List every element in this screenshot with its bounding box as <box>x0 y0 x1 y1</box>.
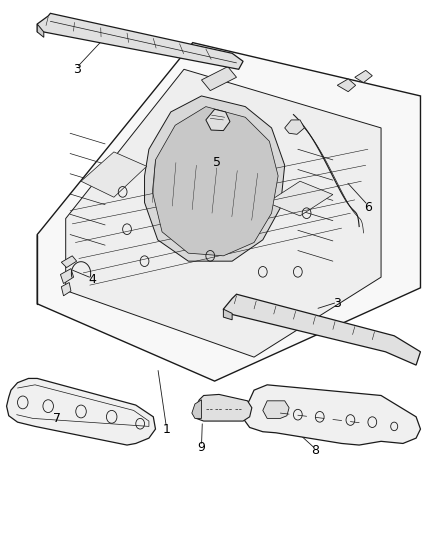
Text: 7: 7 <box>53 412 61 425</box>
Polygon shape <box>37 24 44 37</box>
Polygon shape <box>37 13 243 69</box>
Text: 1: 1 <box>162 423 170 435</box>
Polygon shape <box>37 43 420 381</box>
Polygon shape <box>223 309 232 320</box>
Polygon shape <box>223 294 420 365</box>
Polygon shape <box>201 67 237 91</box>
Polygon shape <box>145 96 285 261</box>
Polygon shape <box>243 385 420 445</box>
Polygon shape <box>7 378 155 445</box>
Polygon shape <box>263 401 289 418</box>
Text: 4: 4 <box>88 273 96 286</box>
Polygon shape <box>60 269 74 284</box>
Polygon shape <box>285 120 304 134</box>
Text: 5: 5 <box>213 156 221 169</box>
Polygon shape <box>81 152 147 197</box>
Polygon shape <box>61 256 77 268</box>
Polygon shape <box>152 107 278 256</box>
Polygon shape <box>193 394 252 421</box>
Polygon shape <box>192 400 201 418</box>
Text: 8: 8 <box>311 444 319 457</box>
Polygon shape <box>66 69 381 357</box>
Polygon shape <box>267 181 333 216</box>
Polygon shape <box>206 109 230 131</box>
Polygon shape <box>355 70 372 83</box>
Polygon shape <box>337 79 356 92</box>
Text: 3: 3 <box>333 297 341 310</box>
Text: 9: 9 <box>198 441 205 454</box>
Text: 6: 6 <box>364 201 372 214</box>
Polygon shape <box>61 282 71 296</box>
Text: 3: 3 <box>73 63 81 76</box>
